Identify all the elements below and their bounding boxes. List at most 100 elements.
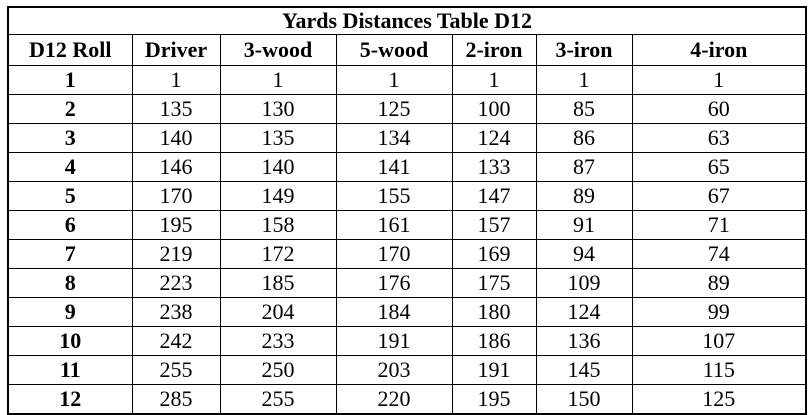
distance-cell: 74 xyxy=(631,239,807,269)
distance-cell: 220 xyxy=(335,384,453,415)
roll-cell: 9 xyxy=(7,297,133,327)
roll-cell: 3 xyxy=(7,123,133,153)
distance-cell: 99 xyxy=(631,297,807,327)
distance-cell: 204 xyxy=(219,297,337,327)
distance-cell: 135 xyxy=(131,94,221,124)
table-row: 4 146 140 141 133 87 65 xyxy=(7,152,807,182)
distance-cell: 67 xyxy=(631,181,807,211)
distance-cell: 140 xyxy=(131,123,221,153)
roll-cell: 11 xyxy=(7,355,133,385)
table-row: 7 219 172 170 169 94 74 xyxy=(7,239,807,269)
table-row: 12 285 255 220 195 150 125 xyxy=(7,384,807,415)
distance-cell: 134 xyxy=(335,123,453,153)
distance-cell: 169 xyxy=(451,239,537,269)
distances-table: Yards Distances Table D12 D12 Roll Driver… xyxy=(7,6,808,415)
distance-cell: 1 xyxy=(131,65,221,95)
distance-cell: 1 xyxy=(335,65,453,95)
distance-cell: 238 xyxy=(131,297,221,327)
distance-cell: 170 xyxy=(335,239,453,269)
distance-cell: 1 xyxy=(631,65,807,95)
distance-cell: 157 xyxy=(451,210,537,240)
distance-cell: 242 xyxy=(131,326,221,356)
distance-cell: 107 xyxy=(631,326,807,356)
distance-cell: 100 xyxy=(451,94,537,124)
distance-cell: 145 xyxy=(535,355,633,385)
distance-cell: 147 xyxy=(451,181,537,211)
distance-cell: 71 xyxy=(631,210,807,240)
distance-cell: 1 xyxy=(451,65,537,95)
distance-cell: 158 xyxy=(219,210,337,240)
distance-cell: 124 xyxy=(451,123,537,153)
distance-cell: 124 xyxy=(535,297,633,327)
distance-cell: 223 xyxy=(131,268,221,298)
distance-cell: 85 xyxy=(535,94,633,124)
roll-cell: 4 xyxy=(7,152,133,182)
distance-cell: 161 xyxy=(335,210,453,240)
distance-cell: 94 xyxy=(535,239,633,269)
distance-cell: 186 xyxy=(451,326,537,356)
roll-cell: 6 xyxy=(7,210,133,240)
distance-cell: 155 xyxy=(335,181,453,211)
roll-cell: 12 xyxy=(7,384,133,415)
distance-cell: 125 xyxy=(631,384,807,415)
distance-cell: 60 xyxy=(631,94,807,124)
distance-cell: 130 xyxy=(219,94,337,124)
distance-cell: 109 xyxy=(535,268,633,298)
distance-cell: 285 xyxy=(131,384,221,415)
distance-cell: 1 xyxy=(535,65,633,95)
distances-table-container: Yards Distances Table D12 D12 Roll Driver… xyxy=(7,6,808,415)
title-row: Yards Distances Table D12 xyxy=(7,6,807,35)
distance-cell: 149 xyxy=(219,181,337,211)
distance-cell: 150 xyxy=(535,384,633,415)
distance-cell: 175 xyxy=(451,268,537,298)
distance-cell: 195 xyxy=(131,210,221,240)
roll-cell: 7 xyxy=(7,239,133,269)
column-header: 3-wood xyxy=(219,34,337,66)
distance-cell: 195 xyxy=(451,384,537,415)
column-header: Driver xyxy=(131,34,221,66)
distance-cell: 172 xyxy=(219,239,337,269)
table-row: 11 255 250 203 191 145 115 xyxy=(7,355,807,385)
distance-cell: 65 xyxy=(631,152,807,182)
distance-cell: 86 xyxy=(535,123,633,153)
distance-cell: 255 xyxy=(131,355,221,385)
roll-cell: 2 xyxy=(7,94,133,124)
roll-cell: 1 xyxy=(7,65,133,95)
column-header: 4-iron xyxy=(631,34,807,66)
roll-cell: 10 xyxy=(7,326,133,356)
table-row: 6 195 158 161 157 91 71 xyxy=(7,210,807,240)
column-header: 3-iron xyxy=(535,34,633,66)
distance-cell: 185 xyxy=(219,268,337,298)
table-row: 3 140 135 134 124 86 63 xyxy=(7,123,807,153)
roll-cell: 8 xyxy=(7,268,133,298)
column-header: 2-iron xyxy=(451,34,537,66)
distance-cell: 140 xyxy=(219,152,337,182)
distance-cell: 146 xyxy=(131,152,221,182)
distance-cell: 125 xyxy=(335,94,453,124)
table-row: 8 223 185 176 175 109 89 xyxy=(7,268,807,298)
distance-cell: 191 xyxy=(335,326,453,356)
table-row: 10 242 233 191 186 136 107 xyxy=(7,326,807,356)
distance-cell: 233 xyxy=(219,326,337,356)
distance-cell: 250 xyxy=(219,355,337,385)
header-row: D12 Roll Driver 3-wood 5-wood 2-iron 3-iron 4-… xyxy=(7,34,807,66)
table-row: 9 238 204 184 180 124 99 xyxy=(7,297,807,327)
distance-cell: 255 xyxy=(219,384,337,415)
distance-cell: 184 xyxy=(335,297,453,327)
distance-cell: 89 xyxy=(631,268,807,298)
column-header: D12 Roll xyxy=(7,34,133,66)
table-row: 2 135 130 125 100 85 60 xyxy=(7,94,807,124)
distance-cell: 63 xyxy=(631,123,807,153)
distance-cell: 89 xyxy=(535,181,633,211)
distance-cell: 141 xyxy=(335,152,453,182)
distance-cell: 87 xyxy=(535,152,633,182)
table-row: 5 170 149 155 147 89 67 xyxy=(7,181,807,211)
distance-cell: 133 xyxy=(451,152,537,182)
distance-cell: 1 xyxy=(219,65,337,95)
distance-cell: 170 xyxy=(131,181,221,211)
table-title: Yards Distances Table D12 xyxy=(7,6,807,35)
distance-cell: 180 xyxy=(451,297,537,327)
distance-cell: 91 xyxy=(535,210,633,240)
distance-cell: 219 xyxy=(131,239,221,269)
